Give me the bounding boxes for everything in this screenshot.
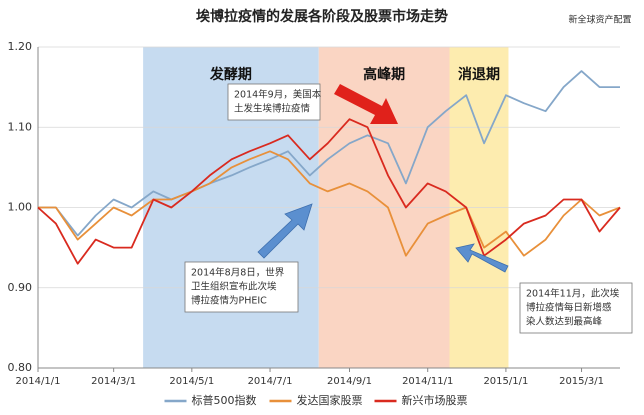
blue-arrow xyxy=(257,203,313,259)
blue-arrow xyxy=(455,243,509,273)
series-line xyxy=(38,150,621,257)
annotation-text: 卫生组织宣布此次埃 xyxy=(191,281,277,293)
y-tick-label: 1.00 xyxy=(8,201,33,214)
y-tick-label: 0.80 xyxy=(8,361,33,374)
y-tick-label: 0.90 xyxy=(8,281,33,294)
y-tick-label: 1.10 xyxy=(8,120,33,133)
series-line xyxy=(38,70,620,237)
x-tick-label: 2014/5/1 xyxy=(169,376,214,387)
phase-label: 发酵期 xyxy=(209,66,252,83)
annotation-text: 2014年11月，此次埃 xyxy=(526,288,620,300)
chart-title: 埃博拉疫情的发展各阶段及股票市场走势 xyxy=(196,8,448,25)
red-arrow xyxy=(334,84,398,124)
annotation-text: 2014年8月8日，世界 xyxy=(191,267,285,279)
x-tick-label: 2014/11/1 xyxy=(402,376,453,387)
annotation-box xyxy=(184,261,299,313)
x-tick-label: 2015/1/1 xyxy=(483,376,528,387)
legend-label: 新兴市场股票 xyxy=(402,393,468,407)
annotation-text: 土发生埃博拉疫情 xyxy=(234,103,311,115)
legend-label: 发达国家股票 xyxy=(297,393,363,407)
source: 新全球资产配置 xyxy=(568,14,631,26)
phase-label: 高峰期 xyxy=(363,66,405,83)
x-tick-label: 2014/3/1 xyxy=(91,376,136,387)
phase-label: 消退期 xyxy=(458,66,500,83)
x-tick-label: 2014/7/1 xyxy=(248,376,293,387)
annotation-text: 博拉疫情为PHEIC xyxy=(191,295,267,307)
y-tick-label: 1.20 xyxy=(8,40,33,53)
annotation-box xyxy=(519,282,633,334)
annotation-text: 2014年9月，美国本 xyxy=(234,89,322,101)
x-tick-label: 2014/1/1 xyxy=(16,376,61,387)
annotation-box xyxy=(227,83,321,121)
annotation-text: 染人数达到最高峰 xyxy=(526,316,603,328)
series-line xyxy=(37,118,621,265)
legend-label: 标普500指数 xyxy=(192,393,257,407)
annotation-text: 博拉疫情每日新增感 xyxy=(526,302,612,314)
x-tick-label: 2015/3/1 xyxy=(559,376,604,387)
x-tick-label: 2014/9/1 xyxy=(327,376,372,387)
plot-layer xyxy=(37,47,621,372)
